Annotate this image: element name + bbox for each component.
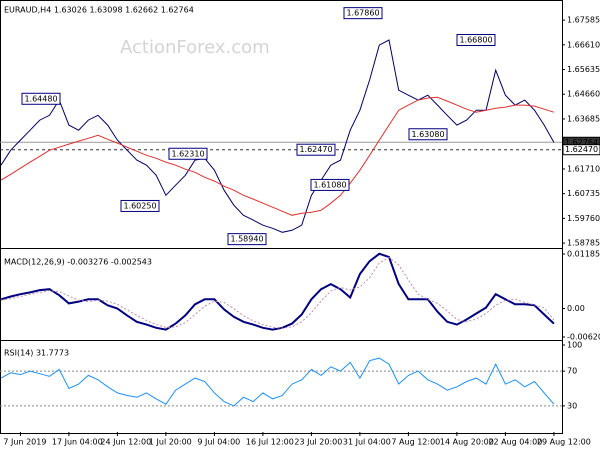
annotation-box [120,199,160,212]
x-tick-label: 22 Aug 04:00 [488,438,542,447]
x-tick-label: 31 Jul 04:00 [343,438,391,447]
x-tick-label: 7 Aug 12:00 [391,438,440,447]
annotation-box [168,147,208,160]
panel-title: EURAUD,H4 1.63026 1.63098 1.62662 1.6276… [4,6,194,15]
y-tick-label: 1.66610 [567,40,600,49]
x-tick-label: 9 Jul 04:00 [197,438,240,447]
y-tick-label: 0.00 [567,304,585,313]
price-label: 1.62764 [565,138,598,147]
x-tick-label: 1 Jul 20:00 [149,438,192,447]
annotation-label: 1.64480 [24,94,57,103]
watermark: ActionForex.com [120,37,270,58]
x-tick-label: 23 Jul 20:00 [294,438,342,447]
x-tick-label: 14 Aug 20:00 [440,438,494,447]
annotation-box [21,92,61,105]
x-tick-label: 16 Jul 12:00 [246,438,294,447]
annotation-box [227,233,267,246]
y-tick-label: 1.63685 [567,114,600,123]
annotation-box [456,34,496,47]
series-line [0,252,555,331]
annotation-label: 1.60250 [123,201,156,210]
series-line [0,39,555,233]
y-tick-label: 1.61710 [567,164,600,173]
annotation-label: 1.66800 [459,36,492,45]
annotation-label: 1.62470 [299,145,332,154]
y-tick-label: 1.67585 [567,16,600,25]
x-tick-label: 17 Jun 04:00 [52,438,103,447]
y-tick-label: 1.60735 [567,189,600,198]
y-tick-label: 1.64660 [567,90,600,99]
y-tick-label: 1.58785 [567,239,600,248]
y-tick-label: 30 [567,401,577,410]
price-label: 1.62470 [565,145,598,154]
annotation-box [408,128,448,141]
series-line [0,357,555,407]
annotation-label: 1.58940 [230,235,263,244]
annotation-box [343,7,383,20]
panel-title: MACD(12,26,9) -0.003276 -0.002543 [4,258,152,267]
x-tick-label: 24 Jun 12:00 [100,438,151,447]
annotation-label: 1.67860 [346,9,379,18]
series-line [0,256,555,329]
y-tick-label: 0.011856 [567,250,600,259]
annotation-label: 1.61080 [313,180,346,189]
annotation-label: 1.62310 [171,149,204,158]
series-line [0,96,555,216]
x-tick-label: 29 Aug 12:00 [537,438,591,447]
annotation-box [310,178,350,191]
annotation-label: 1.63080 [411,130,444,139]
y-tick-label: 100 [567,341,582,350]
y-tick-label: -0.006206 [567,333,600,342]
panel-title: RSI(14) 31.7773 [4,349,69,358]
frame [0,0,563,434]
y-tick-label: 1.65635 [567,65,600,74]
y-tick-label: 70 [567,367,577,376]
annotation-box [296,143,336,156]
y-tick-label: 1.59760 [567,214,600,223]
price-label-box [562,144,600,156]
x-tick-label: 7 Jun 2019 [3,438,46,447]
